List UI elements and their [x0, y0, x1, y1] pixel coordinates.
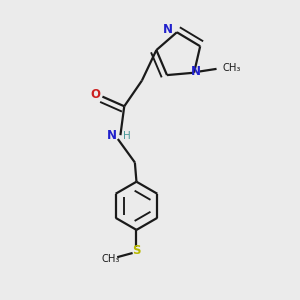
Text: H: H	[123, 131, 131, 141]
Text: N: N	[163, 23, 173, 36]
Text: N: N	[191, 64, 201, 78]
Text: O: O	[90, 88, 100, 100]
Text: N: N	[106, 129, 116, 142]
Text: CH₃: CH₃	[223, 63, 241, 73]
Text: S: S	[132, 244, 141, 257]
Text: CH₃: CH₃	[102, 254, 120, 264]
